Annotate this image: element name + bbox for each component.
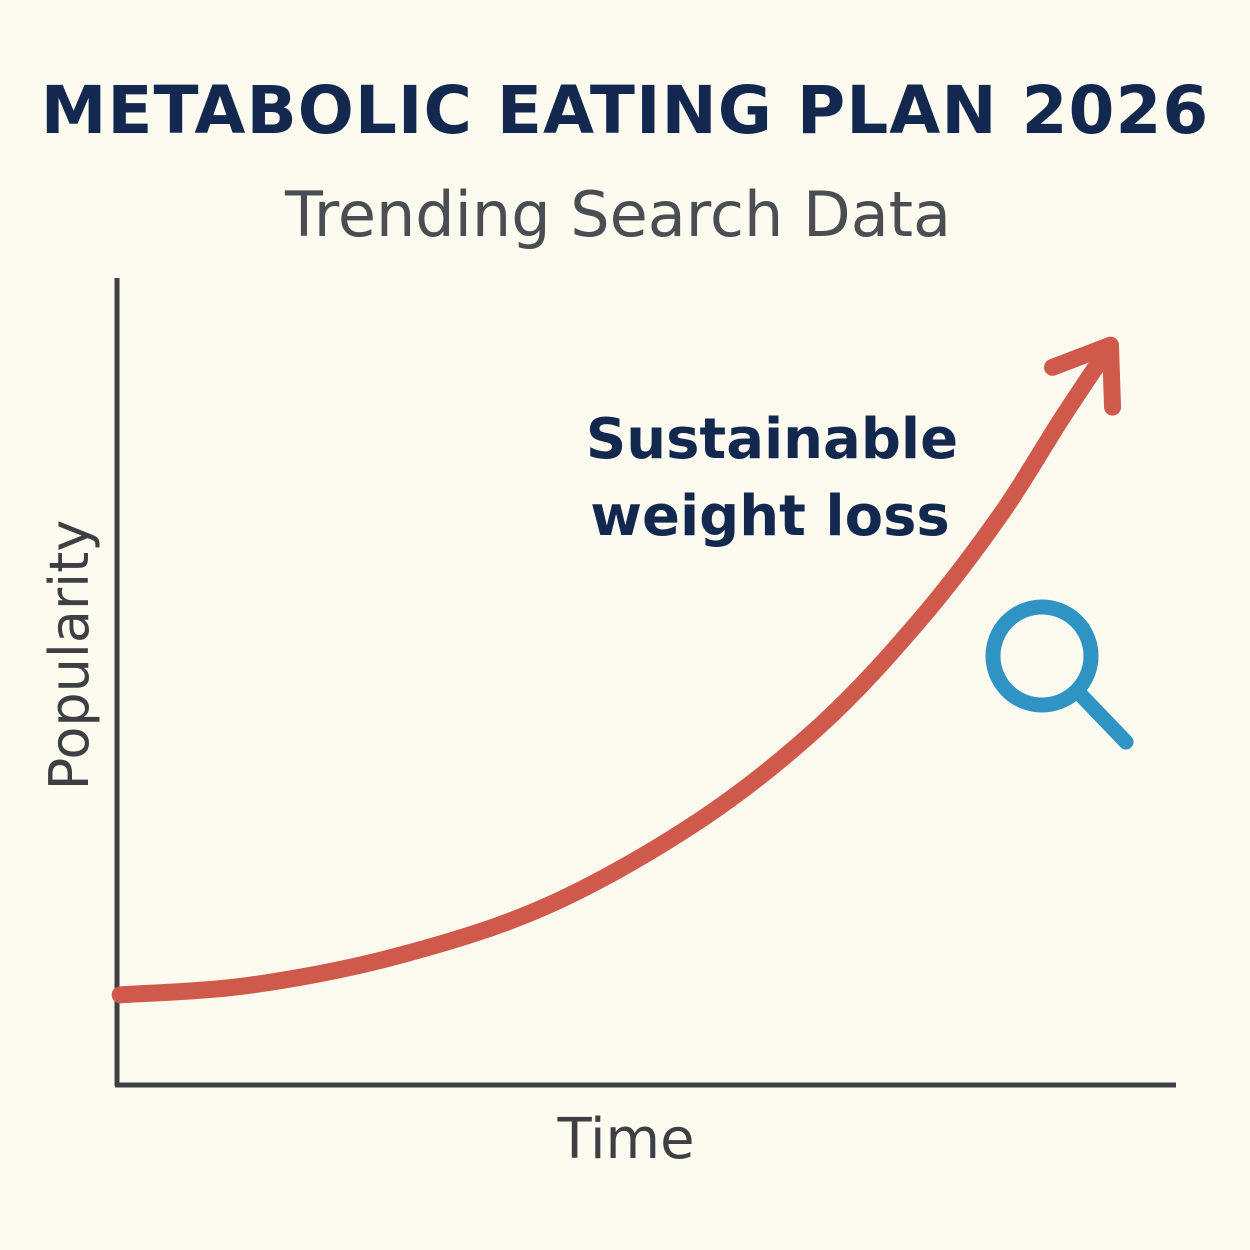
chart-title: METABOLIC EATING PLAN 2026 (40, 72, 1210, 149)
x-axis-label: Time (556, 1107, 694, 1172)
annotation-line-1: Sustainable (586, 407, 958, 472)
chart-subtitle: Trending Search Data (284, 178, 951, 251)
trend-line (111, 336, 1119, 1004)
arrowhead-marker (1044, 336, 1122, 416)
search-icon (985, 599, 1134, 750)
y-axis-label: Popularity (38, 520, 101, 791)
annotation-line-2: weight loss (590, 484, 949, 549)
